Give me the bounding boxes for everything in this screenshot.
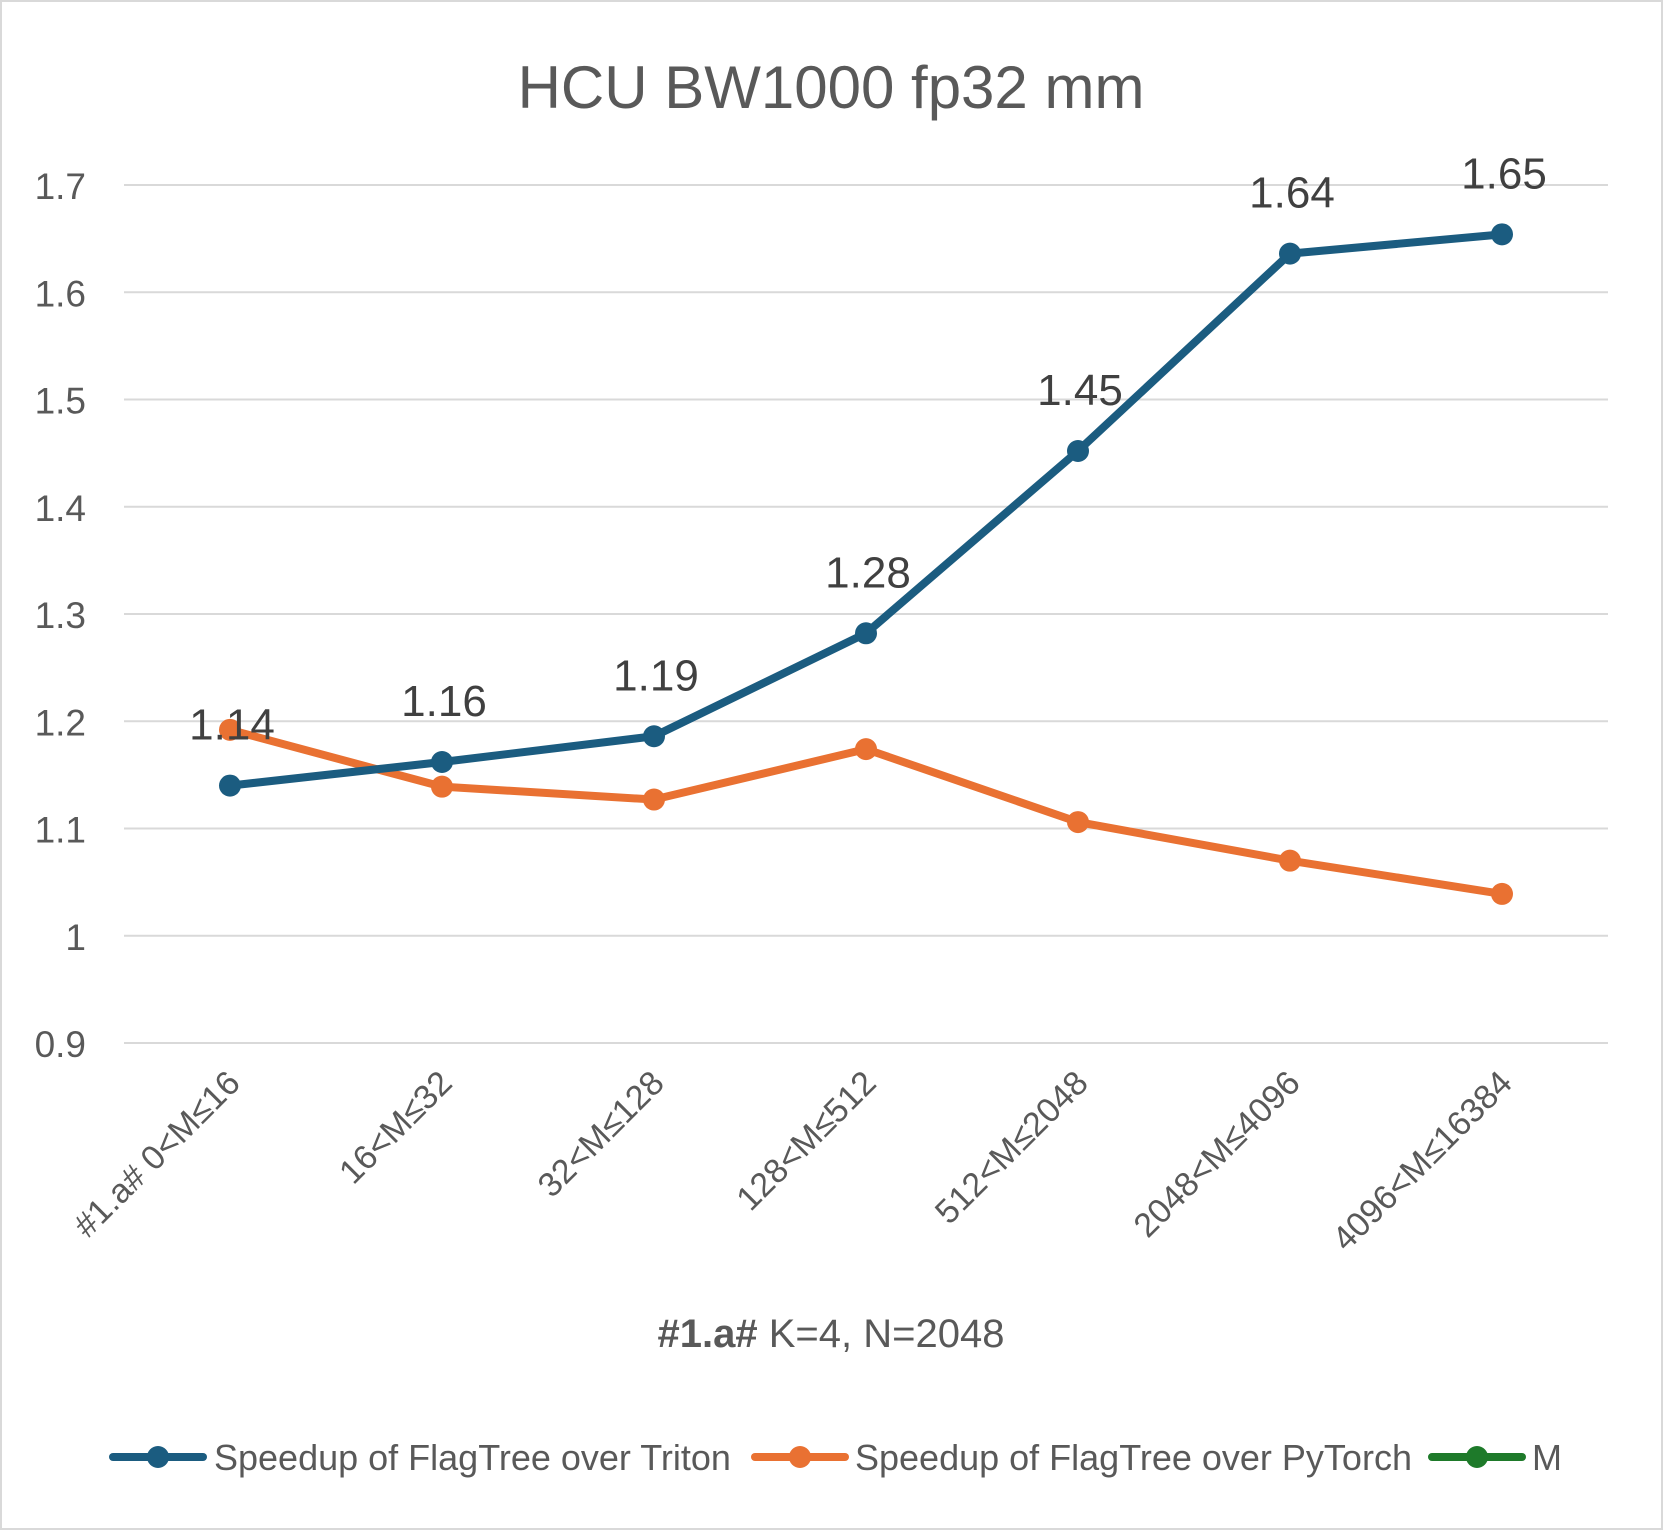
data-point	[431, 775, 453, 798]
data-point	[431, 751, 453, 774]
series-markers	[219, 223, 1513, 905]
y-tick-label: 0.9	[35, 1024, 86, 1065]
data-point	[1491, 882, 1513, 905]
data-point	[855, 622, 877, 645]
y-tick-label: 1.4	[35, 488, 86, 529]
data-label: 1.64	[1249, 169, 1335, 218]
data-point	[643, 788, 665, 811]
y-tick-label: 1.1	[35, 810, 86, 851]
legend-label: Speedup of FlagTree over Triton	[214, 1437, 731, 1478]
data-label: 1.28	[825, 548, 911, 597]
legend-swatch-marker	[789, 1446, 811, 1468]
legend: Speedup of FlagTree over Triton Speedup o…	[109, 1437, 1562, 1478]
data-label: 1.16	[401, 677, 487, 726]
data-label: 1.45	[1037, 366, 1123, 415]
legend-swatch-marker	[1466, 1446, 1488, 1468]
data-point	[1279, 849, 1301, 872]
y-tick-label: 1.3	[35, 595, 86, 636]
data-point	[219, 718, 241, 741]
y-tick-label: 1	[65, 917, 86, 958]
data-point	[643, 725, 665, 748]
x-axis-label: #1.a# K=4, N=2048	[658, 1312, 1005, 1356]
x-axis-label-bold: #1.a#	[658, 1312, 758, 1356]
data-point	[855, 738, 877, 761]
y-tick-label: 1.2	[35, 702, 86, 743]
data-point	[1491, 223, 1513, 246]
data-label: 1.19	[613, 651, 699, 700]
data-point	[1279, 242, 1301, 265]
legend-label: Speedup of FlagTree over PyTorch	[855, 1437, 1412, 1478]
legend-swatch-marker	[147, 1446, 169, 1468]
chart-title: HCU BW1000 fp32 mm	[518, 54, 1145, 121]
y-axis-ticks: 0.9 1 1.1 1.2 1.3 1.4 1.5 1.6 1.7	[35, 166, 86, 1065]
data-label: 1.14	[189, 701, 275, 750]
data-labels: 1.14 1.16 1.19 1.28 1.45 1.64 1.65	[189, 149, 1547, 749]
y-tick-label: 1.5	[35, 381, 86, 422]
x-axis-label-rest: K=4, N=2048	[758, 1312, 1005, 1356]
y-tick-label: 1.7	[35, 166, 86, 207]
legend-label: M	[1532, 1437, 1562, 1478]
y-tick-label: 1.6	[35, 273, 86, 314]
data-point	[1067, 811, 1089, 834]
gridlines	[124, 184, 1608, 1044]
data-point	[1067, 439, 1089, 462]
data-point	[219, 774, 241, 797]
data-label: 1.65	[1461, 149, 1547, 198]
